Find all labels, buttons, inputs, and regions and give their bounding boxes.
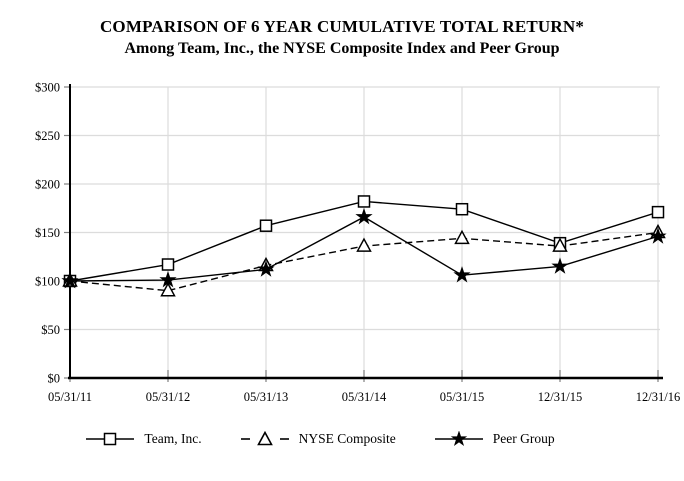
triangle-marker bbox=[454, 229, 470, 245]
legend-label-team: Team, Inc. bbox=[144, 431, 202, 446]
legend-item-team: Team, Inc. bbox=[85, 431, 202, 447]
triangle-marker bbox=[552, 237, 568, 252]
x-tick-label: 05/31/13 bbox=[244, 390, 288, 404]
star-marker bbox=[159, 270, 177, 288]
square-marker bbox=[161, 258, 175, 271]
square-marker bbox=[357, 195, 371, 208]
legend-label-peer: Peer Group bbox=[492, 431, 555, 446]
y-tick-label: $100 bbox=[35, 275, 60, 289]
y-tick-label: $0 bbox=[48, 372, 61, 386]
star-shape bbox=[450, 431, 467, 446]
y-tick-label: $200 bbox=[35, 178, 60, 192]
y-tick-label: $50 bbox=[41, 323, 60, 337]
y-tick-label: $300 bbox=[35, 81, 60, 95]
star-marker bbox=[61, 271, 79, 289]
star-marker bbox=[355, 207, 373, 225]
x-tick-label: 05/31/14 bbox=[342, 390, 387, 404]
star-marker bbox=[257, 260, 275, 277]
legend-item-peer: Peer Group bbox=[434, 431, 555, 447]
x-tick-label: 05/31/15 bbox=[440, 390, 484, 404]
line-chart: $0 $50 $100 $150 $200 $250 $300 05/31/11 05/31/1… bbox=[35, 81, 680, 405]
x-tick-label: 12/31/16 bbox=[636, 390, 680, 404]
star-marker-icon bbox=[434, 431, 483, 446]
square-marker bbox=[651, 205, 665, 219]
x-tick-label: 05/31/12 bbox=[146, 390, 190, 404]
triangle-marker bbox=[160, 282, 176, 297]
square-marker bbox=[259, 219, 273, 232]
chart-subtitle: Among Team, Inc., the NYSE Composite Ind… bbox=[124, 40, 560, 58]
x-tick-label: 05/31/11 bbox=[48, 390, 92, 404]
square-marker bbox=[455, 202, 469, 216]
triangle-marker bbox=[356, 237, 372, 252]
square-marker-icon bbox=[86, 432, 135, 446]
x-tick-label: 12/31/15 bbox=[538, 390, 582, 404]
y-tick-label: $150 bbox=[35, 226, 60, 240]
legend-label-nyse: NYSE Composite bbox=[298, 431, 396, 446]
y-tick-label: $250 bbox=[35, 129, 60, 143]
star-marker bbox=[551, 257, 569, 274]
star-marker bbox=[649, 227, 667, 244]
chart-title: COMPARISON OF 6 YEAR CUMULATIVE TOTAL RE… bbox=[99, 17, 585, 36]
star-marker bbox=[453, 266, 471, 283]
title-block: COMPARISON OF 6 YEAR CUMULATIVE TOTAL RE… bbox=[0, 0, 684, 59]
legend-item-nyse: NYSE Composite bbox=[240, 431, 396, 447]
legend: Team, Inc. NYSE Composite Peer Group bbox=[0, 431, 662, 447]
triangle-marker-icon bbox=[240, 431, 289, 446]
